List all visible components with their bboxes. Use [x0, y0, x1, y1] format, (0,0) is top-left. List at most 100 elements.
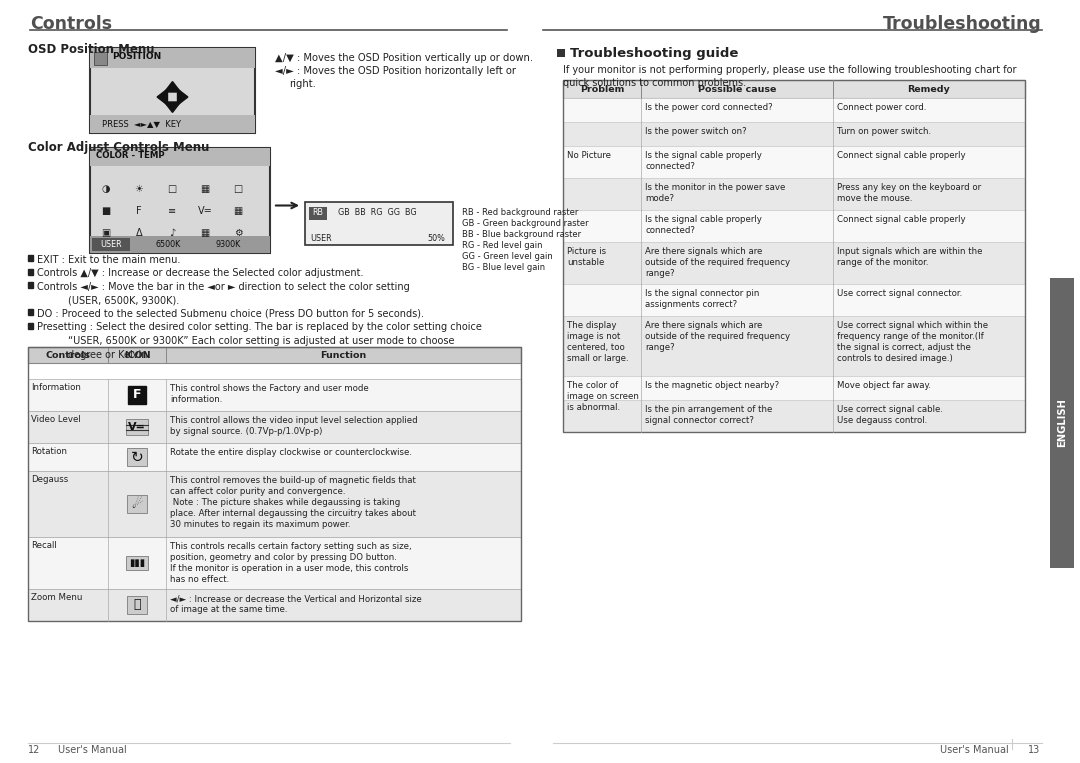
Text: Use correct signal connector.: Use correct signal connector. — [837, 289, 962, 298]
Bar — [28, 589, 521, 621]
Text: USER: USER — [100, 240, 122, 249]
Text: image is not: image is not — [567, 332, 620, 341]
Text: USER: USER — [310, 234, 332, 243]
Text: Is the power switch on?: Is the power switch on? — [645, 127, 746, 136]
Text: Information: Information — [31, 383, 81, 392]
Polygon shape — [28, 323, 33, 329]
Text: connected?: connected? — [645, 226, 694, 235]
Text: Connect signal cable properly: Connect signal cable properly — [837, 215, 966, 224]
Text: Are there signals which are: Are there signals which are — [645, 247, 762, 256]
Text: RB - Red background raster: RB - Red background raster — [462, 208, 579, 217]
Text: ▮▮▮: ▮▮▮ — [129, 558, 145, 568]
Bar — [1050, 278, 1074, 568]
Text: User's Manual: User's Manual — [58, 745, 126, 755]
Text: RB: RB — [312, 208, 324, 217]
Text: ≡: ≡ — [167, 206, 176, 216]
Text: of image at the same time.: of image at the same time. — [170, 605, 287, 614]
Bar — [563, 80, 1025, 98]
Text: The display: The display — [567, 321, 617, 330]
Polygon shape — [28, 255, 33, 261]
Bar — [127, 448, 147, 466]
Bar — [127, 596, 147, 614]
Polygon shape — [28, 269, 33, 275]
Text: Troubleshooting: Troubleshooting — [883, 15, 1042, 33]
Text: range?: range? — [645, 343, 675, 352]
Text: Are there signals which are: Are there signals which are — [645, 321, 762, 330]
Text: has no effect.: has no effect. — [170, 575, 229, 584]
Text: Rotate the entire display clockwise or counterclockwise.: Rotate the entire display clockwise or c… — [170, 448, 411, 457]
Text: This control allows the video input level selection applied: This control allows the video input leve… — [170, 416, 418, 425]
Bar — [309, 207, 327, 220]
Text: PRESS  ◄►▲▼  KEY: PRESS ◄►▲▼ KEY — [102, 119, 181, 128]
Text: User's Manual: User's Manual — [940, 745, 1009, 755]
Polygon shape — [157, 89, 167, 105]
Bar — [90, 236, 270, 253]
Text: F: F — [133, 388, 141, 401]
Text: Controls ▲/▼ : Increase or decrease the Selected color adjustment.: Controls ▲/▼ : Increase or decrease the … — [37, 269, 364, 278]
Text: Is the signal cable properly: Is the signal cable properly — [645, 151, 761, 160]
Text: image on screen: image on screen — [567, 392, 639, 401]
Text: degree or Kelvin.: degree or Kelvin. — [68, 349, 150, 359]
Text: mode?: mode? — [645, 194, 674, 203]
Text: Input signals which are within the: Input signals which are within the — [837, 247, 983, 256]
Text: ⤢: ⤢ — [133, 598, 140, 611]
Text: ENGLISH: ENGLISH — [1057, 398, 1067, 447]
Text: (USER, 6500K, 9300K).: (USER, 6500K, 9300K). — [68, 295, 179, 305]
Text: ☀: ☀ — [135, 184, 144, 194]
Text: 9300K: 9300K — [215, 240, 241, 249]
Text: Turn on power switch.: Turn on power switch. — [837, 127, 931, 136]
Text: 6500K: 6500K — [156, 240, 180, 249]
Bar — [28, 537, 521, 589]
Bar — [94, 52, 107, 65]
Text: ▦: ▦ — [201, 184, 210, 194]
Text: ☄: ☄ — [132, 497, 143, 510]
Bar — [90, 148, 270, 166]
Bar — [126, 419, 148, 435]
Text: Video Level: Video Level — [31, 415, 81, 424]
Bar — [563, 284, 1025, 316]
Text: Move object far away.: Move object far away. — [837, 381, 931, 390]
Text: controls to desired image.): controls to desired image.) — [837, 354, 953, 363]
Text: Δ: Δ — [136, 228, 143, 238]
Text: Is the pin arrangement of the: Is the pin arrangement of the — [645, 405, 772, 414]
Text: Zoom Menu: Zoom Menu — [31, 593, 82, 602]
Text: small or large.: small or large. — [567, 354, 629, 363]
Text: This control removes the build-up of magnetic fields that: This control removes the build-up of mag… — [170, 476, 416, 485]
Text: Function: Function — [321, 350, 366, 359]
Text: Is the signal connector pin: Is the signal connector pin — [645, 289, 759, 298]
Text: by signal source. (0.7Vp-p/1.0Vp-p): by signal source. (0.7Vp-p/1.0Vp-p) — [170, 427, 322, 436]
Bar — [90, 148, 270, 253]
Text: DO : Proceed to the selected Submenu choice (Press DO button for 5 seconds).: DO : Proceed to the selected Submenu cho… — [37, 309, 424, 319]
Bar — [126, 556, 148, 570]
Bar — [563, 210, 1025, 242]
Text: Use correct signal which within the: Use correct signal which within the — [837, 321, 988, 330]
Text: Recall: Recall — [31, 541, 57, 550]
Bar — [28, 347, 521, 621]
Text: ◑: ◑ — [102, 184, 110, 194]
Bar — [563, 178, 1025, 210]
Text: information.: information. — [170, 395, 222, 404]
Text: Press any key on the keyboard or: Press any key on the keyboard or — [837, 183, 981, 192]
Text: assignments correct?: assignments correct? — [645, 300, 738, 309]
Text: 13: 13 — [1028, 745, 1040, 755]
Text: centered, too: centered, too — [567, 343, 624, 352]
Text: move the mouse.: move the mouse. — [837, 194, 913, 203]
Text: ♪: ♪ — [168, 228, 175, 238]
Text: ⚙: ⚙ — [233, 228, 242, 238]
Text: range?: range? — [645, 269, 675, 278]
Bar — [563, 400, 1025, 432]
Text: signal connector correct?: signal connector correct? — [645, 416, 754, 425]
Bar — [28, 411, 521, 443]
Text: Degauss: Degauss — [31, 475, 68, 484]
Text: ▲/▼ : Moves the OSD Position vertically up or down.: ▲/▼ : Moves the OSD Position vertically … — [275, 53, 534, 63]
Text: frequency range of the monitor.(If: frequency range of the monitor.(If — [837, 332, 984, 341]
Text: Rotation: Rotation — [31, 447, 67, 456]
Bar — [305, 202, 453, 245]
Text: Troubleshooting guide: Troubleshooting guide — [570, 47, 739, 60]
Text: Is the monitor in the power save: Is the monitor in the power save — [645, 183, 785, 192]
Text: Note : The picture shakes while degaussing is taking: Note : The picture shakes while degaussi… — [170, 498, 401, 507]
Text: Controls ◄/► : Move the bar in the ◄or ► direction to select the color setting: Controls ◄/► : Move the bar in the ◄or ►… — [37, 282, 409, 292]
Text: range of the monitor.: range of the monitor. — [837, 258, 929, 267]
Text: ■: ■ — [102, 206, 110, 216]
Text: unstable: unstable — [567, 258, 605, 267]
